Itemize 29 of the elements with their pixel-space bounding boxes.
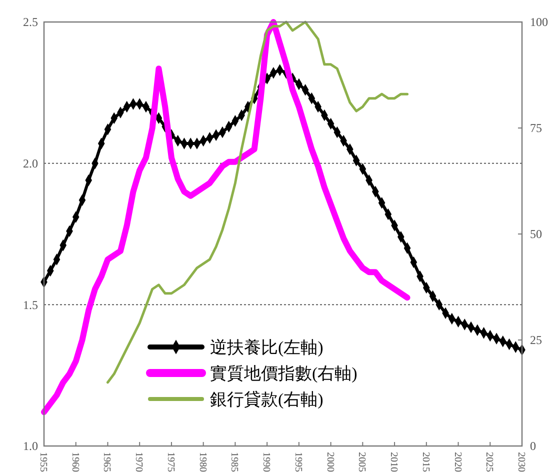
x-tick-label: 2020	[452, 452, 463, 472]
legend-label: 逆扶養比(左軸)	[210, 338, 324, 357]
x-tick-label: 1980	[196, 452, 208, 472]
x-tick-label: 1960	[69, 452, 80, 472]
y2-tick-label: 75	[530, 121, 542, 136]
x-tick-label: 1965	[101, 452, 112, 472]
y2-tick-label: 100	[530, 15, 548, 30]
x-tick-label: 2010	[388, 452, 400, 472]
legend-label: 銀行貸款(右軸)	[210, 390, 324, 409]
x-tick-label: 1975	[164, 452, 176, 472]
x-tick-label: 2025	[484, 452, 495, 472]
legend-label: 實質地價指數(右軸)	[210, 364, 358, 383]
y-tick-label: 1.5	[23, 298, 38, 312]
x-tick-label: 1985	[228, 452, 240, 472]
y2-tick-label: 0	[530, 439, 536, 454]
x-tick-label: 1995	[292, 452, 304, 472]
y-tick-label: 1.0	[23, 439, 38, 454]
y2-tick-label: 50	[530, 227, 542, 242]
y2-tick-label: 25	[530, 333, 542, 348]
x-tick-label: 1990	[260, 452, 272, 472]
line-series	[106, 20, 409, 384]
x-tick-label: 2030	[516, 452, 526, 472]
x-tick-label: 2005	[356, 452, 368, 472]
x-tick-label: 1970	[133, 452, 144, 472]
y-tick-label: 2.5	[23, 15, 38, 30]
y-tick-label: 2.0	[23, 156, 38, 171]
x-tick-label: 2000	[324, 452, 336, 472]
x-tick-label: 1955	[38, 452, 48, 472]
x-tick-label: 2015	[420, 452, 431, 472]
